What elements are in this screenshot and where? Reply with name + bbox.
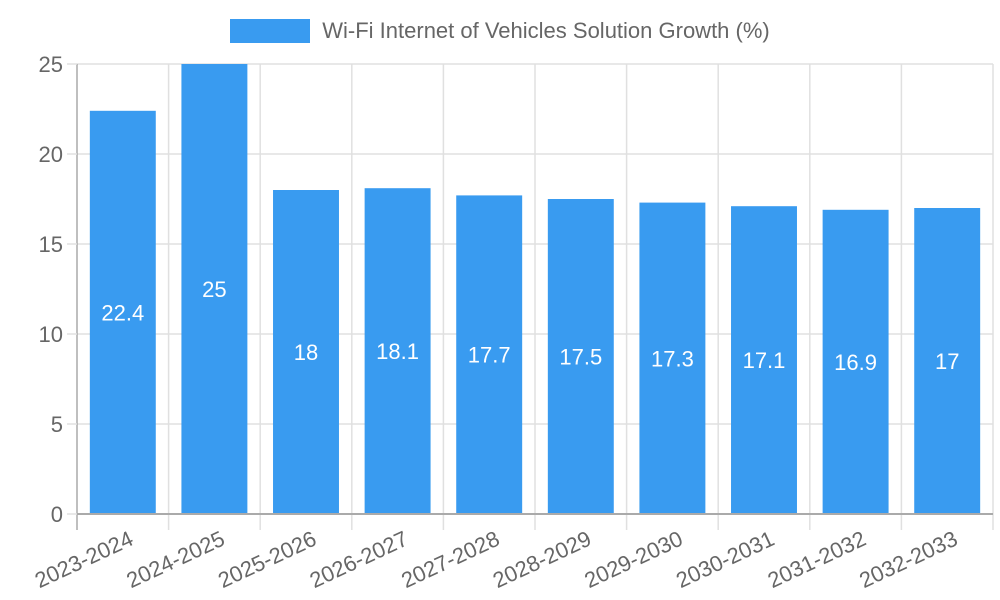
y-axis: 0 5 10 15 20 25 [39,52,77,527]
x-tick-label: 2028-2029 [489,526,595,593]
chart-legend: Wi-Fi Internet of Vehicles Solution Grow… [0,18,1000,44]
x-tick-label: 2026-2027 [306,526,412,593]
bar[interactable] [364,188,431,514]
bar-value-label: 17 [935,349,959,374]
bar[interactable] [731,206,797,514]
bar-value-label: 22.4 [101,300,144,325]
bar-value-label: 17.3 [651,346,694,371]
y-tick-label: 0 [51,502,63,527]
y-tick-label: 25 [39,52,63,77]
bar-value-label: 17.7 [468,343,511,368]
bar[interactable] [89,110,156,515]
bar-value-label: 25 [202,277,226,302]
x-tick-label: 2031-2032 [764,526,870,593]
bars: 22.4 25 18 18.1 17.7 17.5 17.3 17.1 16.9 17 [89,64,981,515]
bar[interactable] [547,199,614,514]
y-tick-label: 20 [39,142,63,167]
bar-value-label: 18 [294,340,318,365]
bar-value-label: 18.1 [376,339,419,364]
bar[interactable] [181,64,248,514]
y-tick-label: 15 [39,232,63,257]
bar-value-label: 17.1 [743,348,786,373]
bar-value-label: 17.5 [559,345,602,370]
legend-label[interactable]: Wi-Fi Internet of Vehicles Solution Grow… [322,18,770,43]
bar[interactable] [273,190,339,514]
x-tick-label: 2032-2033 [855,526,961,593]
x-tick-label: 2024-2025 [123,526,229,593]
y-tick-label: 5 [51,412,63,437]
x-tick-label: 2027-2028 [397,526,503,593]
x-tick-label: 2025-2026 [214,526,320,593]
x-axis: 2023-20242024-20252025-20262026-20272027… [31,513,993,593]
bar-value-label: 16.9 [834,350,877,375]
x-tick-label: 2030-2031 [672,526,778,593]
bar[interactable] [822,209,889,515]
legend-swatch[interactable] [230,19,311,43]
x-tick-label: 2023-2024 [31,526,137,593]
x-tick-label: 2029-2030 [581,526,687,593]
bar[interactable] [914,208,981,514]
y-tick-label: 10 [39,322,63,347]
bar[interactable] [456,195,523,514]
bar[interactable] [639,202,706,514]
